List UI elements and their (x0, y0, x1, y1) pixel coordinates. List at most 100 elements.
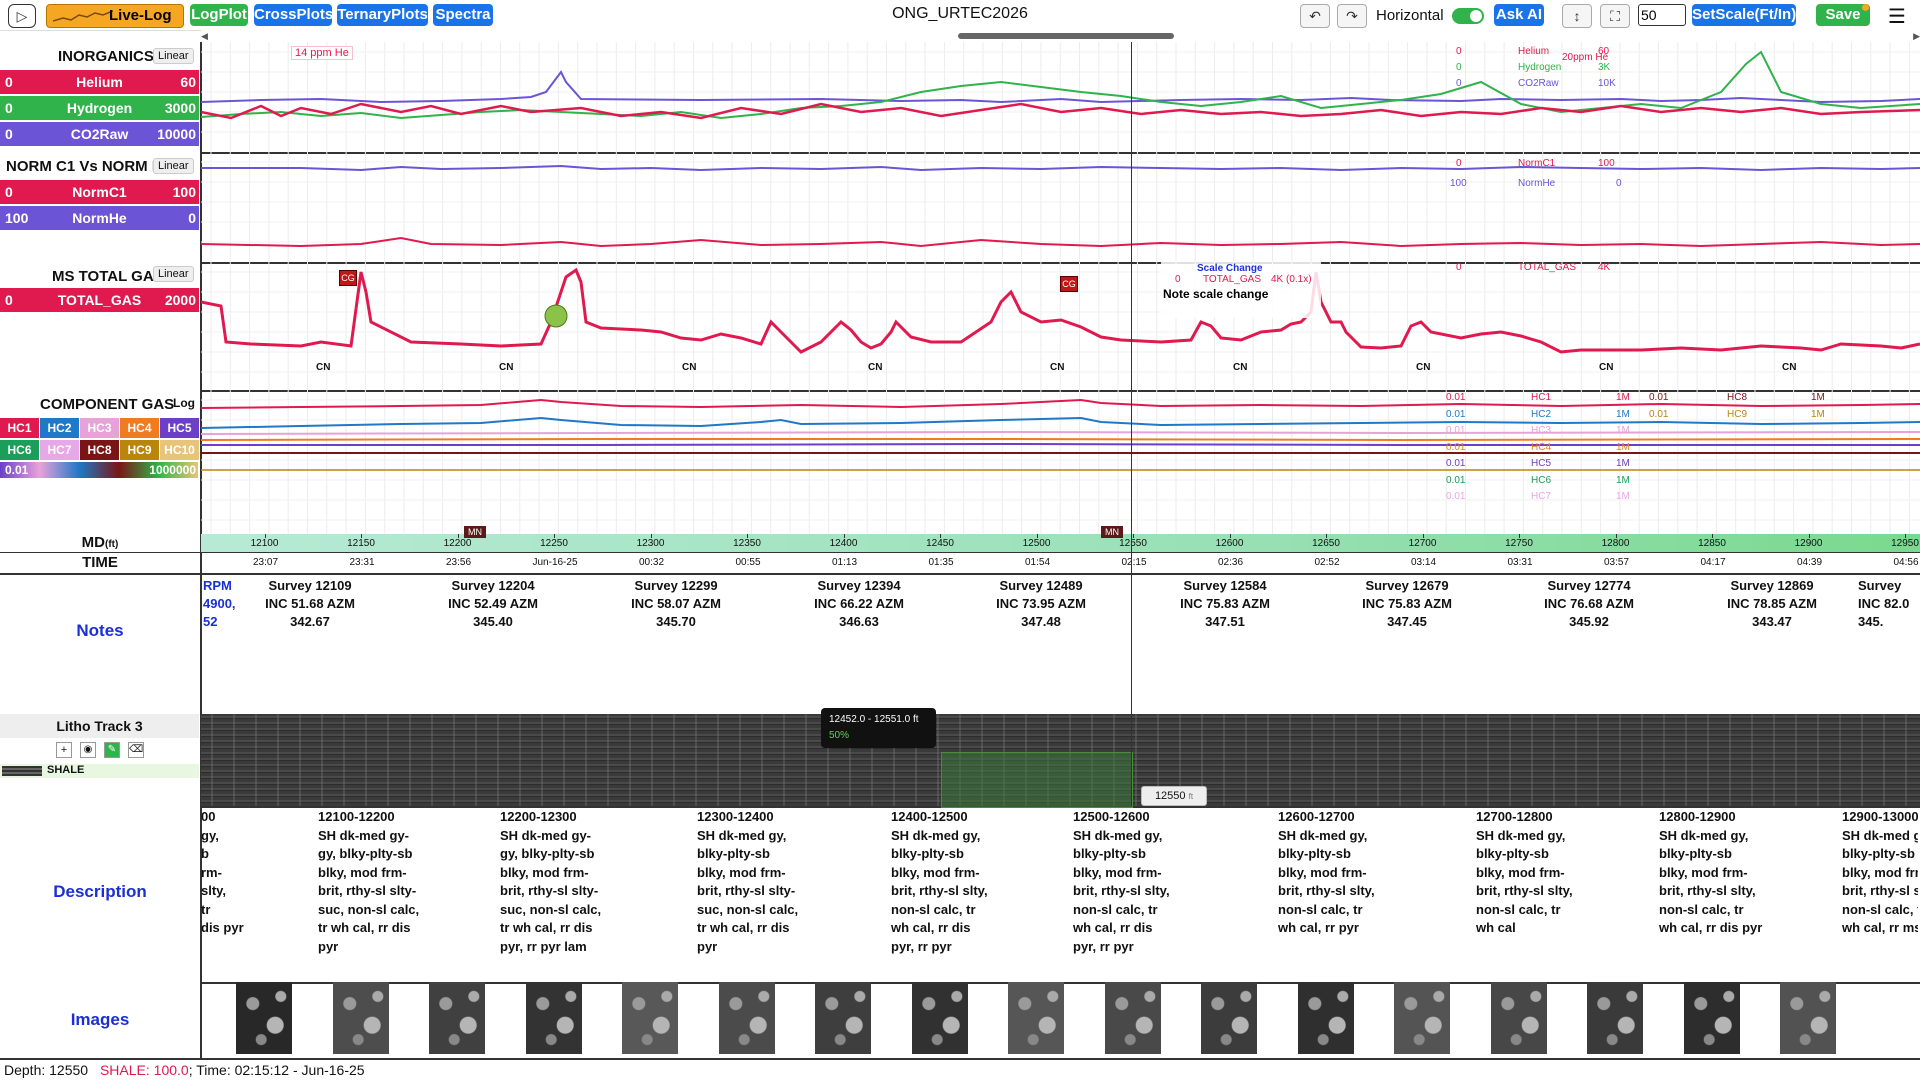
tab-logplot[interactable]: LogPlot (190, 4, 248, 26)
scroll-left-icon[interactable]: ◀ (201, 31, 208, 41)
cuttings-image[interactable] (1490, 982, 1547, 1054)
curve-label-hydrogen[interactable]: 0 Hydrogen 3000 (0, 96, 199, 120)
undo-icon[interactable]: ↶ (1300, 4, 1330, 28)
litho-selection[interactable] (941, 752, 1133, 808)
curve-label-helium[interactable]: 0 Helium 60 (0, 70, 199, 94)
cg-marker[interactable]: CG (1060, 276, 1078, 292)
add-icon[interactable]: + (56, 742, 72, 758)
cuttings-image[interactable] (622, 982, 678, 1054)
scroll-thumb[interactable] (958, 33, 1174, 39)
survey-note[interactable]: Survey 12394 INC 66.22 AZM 346.63 (784, 577, 934, 631)
survey-note[interactable]: Survey 12584 INC 75.83 AZM 347.51 (1150, 577, 1300, 631)
scale-change-note[interactable]: Scale Change 0 TOTAL_GAS 4K (0.1x) Note … (1161, 262, 1321, 318)
horizontal-scrollbar[interactable]: ◀ ▶ (201, 30, 1920, 42)
cn-marker[interactable]: CN (1050, 362, 1065, 373)
norm-scale-badge[interactable]: Linear (153, 158, 194, 174)
ask-ai-button[interactable]: Ask AI (1494, 4, 1544, 26)
curve-label-normhe[interactable]: 100 NormHe 0 (0, 206, 199, 230)
scroll-right-icon[interactable]: ▶ (1913, 31, 1920, 41)
cuttings-image[interactable] (911, 982, 968, 1054)
cuttings-image[interactable] (1683, 982, 1740, 1054)
setscale-button[interactable]: SetScale(Ft/In) (1692, 4, 1796, 26)
md-axis[interactable]: 12100 12150 12200 12250 12300 12350 12400 12450… (201, 526, 1920, 553)
cn-marker[interactable]: CN (1782, 362, 1797, 373)
time-axis[interactable]: 23:07 23:31 23:56 Jun-16-25 00:32 00:55 01:13 0… (201, 553, 1920, 575)
survey-note[interactable]: Survey 12869 INC 78.85 AZM 343.47 (1697, 577, 1847, 631)
log-range-bar[interactable]: 0.01 1000000 (0, 462, 198, 478)
cuttings-image[interactable] (1008, 982, 1064, 1054)
mn-marker[interactable]: MN (464, 526, 486, 538)
cuttings-image[interactable] (815, 982, 871, 1054)
hc-box-hc2[interactable]: HC2 (40, 418, 79, 438)
litho-legend-row[interactable]: SHALE (0, 764, 199, 778)
hc-box-hc10[interactable]: HC10 (160, 440, 199, 460)
description-entry[interactable]: 12200-12300 SH dk-med gy-gy, blky-plty-sb… (500, 808, 620, 956)
ms-total-scale-badge[interactable]: Linear (153, 266, 194, 282)
cuttings-image[interactable] (1297, 982, 1354, 1054)
cuttings-image[interactable] (1394, 982, 1450, 1054)
cuttings-image[interactable] (1201, 982, 1257, 1054)
mn-marker[interactable]: MN (1101, 526, 1123, 538)
save-button[interactable]: Save (1816, 4, 1870, 26)
scale-input[interactable] (1638, 4, 1686, 26)
norm-track[interactable]: 0 NormC1 100 100 NormHe 0 (201, 152, 1920, 264)
cuttings-image[interactable] (236, 982, 292, 1054)
description-entry[interactable]: 12300-12400 SH dk-med gy, blky-plty-sb blky… (697, 808, 817, 956)
cuttings-image[interactable] (332, 982, 389, 1054)
hc-box-hc4[interactable]: HC4 (120, 418, 159, 438)
description-entry[interactable]: 12100-12200 SH dk-med gy-gy, blky-plty-sb… (318, 808, 438, 956)
cuttings-image[interactable] (525, 982, 582, 1054)
description-partial[interactable]: 00 gy, b rm- slty, tr dis pyr (201, 808, 244, 938)
eraser-icon[interactable]: ⌫ (128, 742, 144, 758)
cuttings-image[interactable] (1780, 982, 1836, 1054)
cn-marker[interactable]: CN (682, 362, 697, 373)
survey-note[interactable]: Survey 12299 INC 58.07 AZM 345.70 (601, 577, 751, 631)
tab-crossplots[interactable]: CrossPlots (254, 4, 333, 26)
inorganics-scale-badge[interactable]: Linear (153, 48, 194, 64)
description-entry[interactable]: 12600-12700 SH dk-med gy, blky-plty-sb blky… (1278, 808, 1398, 938)
ms-total-gas-track[interactable]: CG CG CN CN CN CN CN CN CN CN CN Scale Change 0 … (201, 262, 1920, 392)
inorganics-track[interactable]: 14 ppm He 0 Helium 60 20ppm He 0 Hydrogen 3K … (201, 42, 1920, 154)
cn-marker[interactable]: CN (1233, 362, 1248, 373)
cuttings-image[interactable] (1104, 982, 1161, 1054)
survey-note[interactable]: Survey 12774 INC 76.68 AZM 345.92 (1514, 577, 1664, 631)
event-marker-circle[interactable] (544, 304, 568, 328)
survey-note[interactable]: Survey 12204 INC 52.49 AZM 345.40 (418, 577, 568, 631)
images-track[interactable] (201, 982, 1920, 1060)
cn-marker[interactable]: CN (316, 362, 331, 373)
hc-box-hc8[interactable]: HC8 (80, 440, 119, 460)
survey-note[interactable]: Survey 12489 INC 73.95 AZM 347.48 (966, 577, 1116, 631)
description-entry[interactable]: 12700-12800 SH dk-med gy, blky-plty-sb blky… (1476, 808, 1596, 938)
curve-label-normc1[interactable]: 0 NormC1 100 (0, 180, 199, 204)
horizontal-toggle[interactable] (1452, 8, 1484, 24)
tab-spectra[interactable]: Spectra (433, 4, 493, 26)
note-partial[interactable]: RPM 4900, 52 (203, 577, 236, 631)
survey-note[interactable]: Survey 12109 INC 51.68 AZM 342.67 (235, 577, 385, 631)
hc-box-hc7[interactable]: HC7 (40, 440, 79, 460)
litho-track[interactable]: 12452.0 - 12551.0 ft 50% 12550 ft (201, 708, 1920, 808)
cg-marker[interactable]: CG (339, 270, 357, 286)
cn-marker[interactable]: CN (499, 362, 514, 373)
hc-box-hc3[interactable]: HC3 (80, 418, 119, 438)
annotation-14ppm[interactable]: 14 ppm He (291, 46, 353, 60)
survey-note[interactable]: Survey 12679 INC 75.83 AZM 347.45 (1332, 577, 1482, 631)
fullscreen-icon[interactable]: ⛶ (1600, 4, 1630, 28)
cn-marker[interactable]: CN (868, 362, 883, 373)
hc-box-hc9[interactable]: HC9 (120, 440, 159, 460)
live-log-button[interactable]: Live-Log (46, 4, 184, 28)
tab-ternaryplots[interactable]: TernaryPlots (337, 4, 428, 26)
cuttings-image[interactable] (718, 982, 775, 1054)
cuttings-image[interactable] (1587, 982, 1643, 1054)
menu-icon[interactable]: ☰ (1888, 6, 1906, 28)
survey-note[interactable]: Survey INC 82.0 345. (1858, 577, 1912, 631)
cuttings-image[interactable] (429, 982, 485, 1054)
component-scale-badge[interactable]: Log (173, 396, 195, 410)
redo-icon[interactable]: ↷ (1337, 4, 1367, 28)
hc-box-hc5[interactable]: HC5 (160, 418, 199, 438)
fit-height-icon[interactable]: ↕ (1562, 4, 1592, 28)
hc-box-hc1[interactable]: HC1 (0, 418, 39, 438)
cn-marker[interactable]: CN (1599, 362, 1614, 373)
description-entry[interactable]: 12800-12900 SH dk-med gy, blky-plty-sb blky… (1659, 808, 1779, 938)
description-entry[interactable]: 12400-12500 SH dk-med gy, blky-plty-sb blky… (891, 808, 1011, 956)
curve-label-total-gas[interactable]: 0 TOTAL_GAS 2000 (0, 288, 199, 312)
